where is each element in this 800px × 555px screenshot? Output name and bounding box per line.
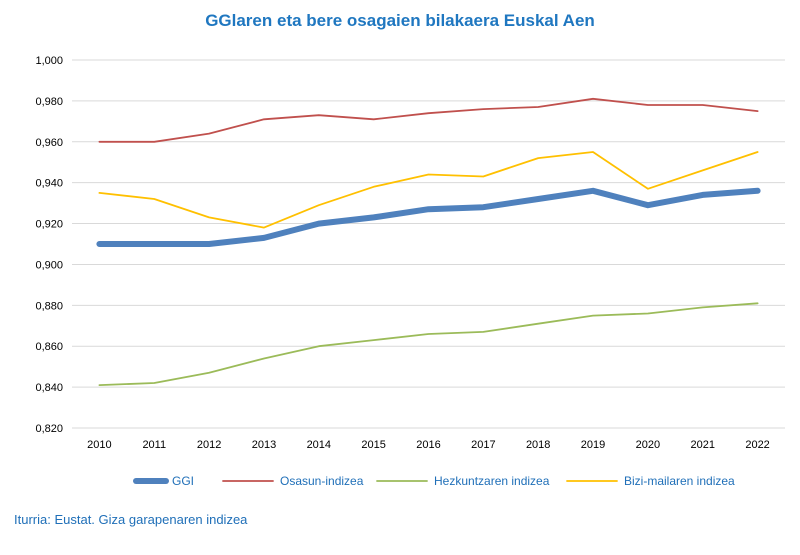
- y-tick-label: 1,000: [35, 55, 63, 67]
- legend-label: Osasun-indizea: [280, 474, 364, 488]
- x-tick-label: 2019: [581, 439, 605, 451]
- y-axis-tick-labels: 0,820 0,840 0,860 0,880 0,900 0,920 0,940 0,960…: [35, 55, 63, 435]
- x-tick-label: 2014: [307, 439, 331, 451]
- x-tick-label: 2022: [745, 439, 769, 451]
- y-tick-label: 0,880: [35, 300, 63, 312]
- x-tick-label: 2013: [252, 439, 276, 451]
- x-tick-label: 2018: [526, 439, 550, 451]
- x-tick-label: 2011: [142, 439, 166, 451]
- y-tick-label: 0,860: [35, 341, 63, 353]
- x-tick-label: 2016: [416, 439, 440, 451]
- x-tick-label: 2021: [690, 439, 714, 451]
- legend: GGI Osasun-indizea Hezkuntzaren indizea Biz…: [133, 474, 735, 488]
- series-line-ggi: [96, 187, 761, 247]
- y-tick-label: 0,840: [35, 382, 63, 394]
- y-tick-label: 0,820: [35, 423, 63, 435]
- series-line-osasun-indizea: [98, 97, 759, 143]
- y-tick-label: 0,960: [35, 137, 63, 149]
- legend-label: Hezkuntzaren indizea: [434, 474, 550, 488]
- chart-title: GGlaren eta bere osagaien bilakaera Eusk…: [205, 11, 595, 30]
- y-tick-label: 0,920: [35, 219, 63, 231]
- x-tick-label: 2017: [471, 439, 495, 451]
- series-lines: [96, 97, 761, 387]
- x-tick-label: 2012: [197, 439, 221, 451]
- x-tick-label: 2020: [636, 439, 660, 451]
- x-tick-label: 2015: [361, 439, 385, 451]
- gridlines: [72, 59, 785, 429]
- source-note: Iturria: Eustat. Giza garapenaren indize…: [14, 512, 248, 527]
- x-axis-tick-labels: 2010 2011 2012 2013 2014 2015 2016 2017 2018 2019…: [87, 439, 770, 451]
- series-line-hezkuntzaren-indizea: [98, 302, 759, 387]
- x-tick-label: 2010: [87, 439, 111, 451]
- legend-label: Bizi-mailaren indizea: [624, 474, 735, 488]
- series-line-bizi-mailaren-indizea: [98, 151, 759, 229]
- y-tick-label: 0,940: [35, 178, 63, 190]
- y-tick-label: 0,900: [35, 259, 63, 271]
- y-tick-label: 0,980: [35, 96, 63, 108]
- legend-label: GGI: [172, 474, 194, 488]
